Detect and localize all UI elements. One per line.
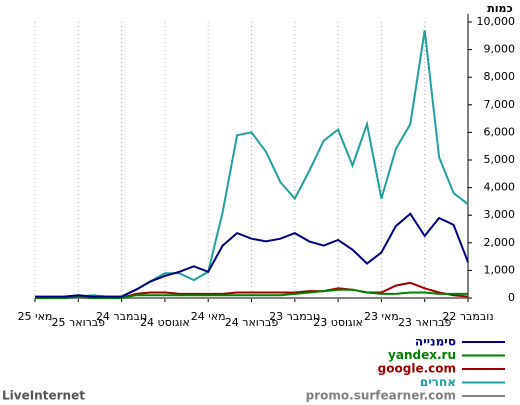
x-tick-label: נובמבר 23 xyxy=(269,310,320,323)
y-tick-label: 5,000 xyxy=(484,153,516,166)
y-tick-label: 3,000 xyxy=(484,208,516,221)
legend-label: סימנייה xyxy=(415,335,456,349)
x-tick-label: מאי 24 xyxy=(191,310,226,323)
x-tick-label: מאי 25 xyxy=(18,310,53,323)
series-line xyxy=(35,288,468,299)
y-tick-label: 2,000 xyxy=(484,236,516,249)
x-tick-label: מאי 23 xyxy=(364,310,399,323)
y-tick-label: 8,000 xyxy=(484,70,516,83)
series-line xyxy=(35,212,469,298)
y-tick-label: 1,000 xyxy=(484,263,516,276)
y-axis-title: כמות xyxy=(487,2,512,15)
x-tick-label: אוגוסט 24 xyxy=(140,316,190,329)
x-tick-label: פברואר 25 xyxy=(52,316,106,329)
x-tick-label: פברואר 24 xyxy=(225,316,279,329)
y-tick-label: 7,000 xyxy=(484,98,516,111)
legend-label: google.com xyxy=(378,362,456,376)
x-tick-label: נובמבר 24 xyxy=(96,310,147,323)
y-tick-label: 10,000 xyxy=(477,15,516,28)
legend-label: אחרים xyxy=(420,375,456,389)
x-tick-label: אוגוסט 23 xyxy=(313,316,363,329)
source-label: LiveInternet xyxy=(2,389,85,403)
y-tick-label: 0 xyxy=(508,291,515,304)
y-tick-label: 4,000 xyxy=(484,181,516,194)
x-tick-label: פברואר 23 xyxy=(398,316,452,329)
legend-label: yandex.ru xyxy=(388,348,456,362)
legend-label: promo.surfearner.com xyxy=(306,389,456,403)
y-tick-label: 9,000 xyxy=(484,43,516,56)
x-tick-label: נובמבר 22 xyxy=(442,310,493,323)
y-tick-label: 6,000 xyxy=(484,125,516,138)
